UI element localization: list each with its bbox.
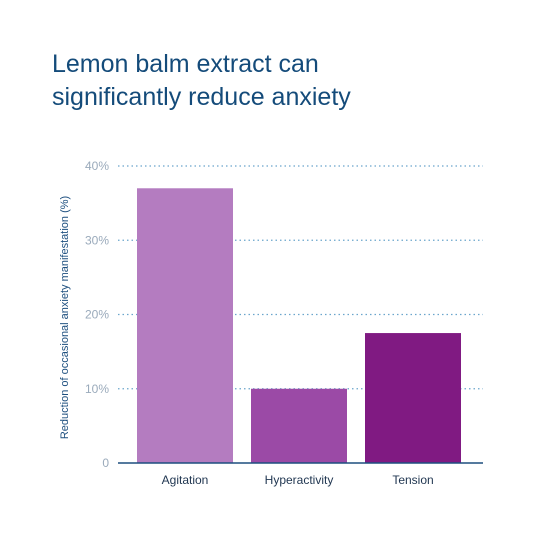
y-tick-label-30: 30% <box>85 233 109 247</box>
bar-hyperactivity <box>251 388 347 463</box>
bar-tension <box>365 333 461 463</box>
x-tick-label-agitation: Agitation <box>162 473 209 487</box>
chart-title-line-1: Lemon balm extract can <box>52 50 319 78</box>
y-tick-label-10: 10% <box>85 382 109 396</box>
chart-title: Lemon balm extract can significantly red… <box>52 48 492 114</box>
chart-title-line-2: significantly reduce anxiety <box>52 83 351 111</box>
y-tick-label-40: 40% <box>85 159 109 173</box>
bar-agitation <box>137 188 233 463</box>
y-tick-label-0: 0 <box>102 456 109 470</box>
y-axis-label: Reduction of occasional anxiety manifest… <box>59 196 71 439</box>
bars <box>137 188 461 463</box>
x-tick-labels: Agitation Hyperactivity Tension <box>162 473 434 487</box>
y-tick-label-20: 20% <box>85 308 109 322</box>
y-tick-labels: 0 10% 20% 30% 40% <box>85 159 109 470</box>
x-tick-label-tension: Tension <box>392 473 433 487</box>
x-tick-label-hyperactivity: Hyperactivity <box>265 473 334 487</box>
